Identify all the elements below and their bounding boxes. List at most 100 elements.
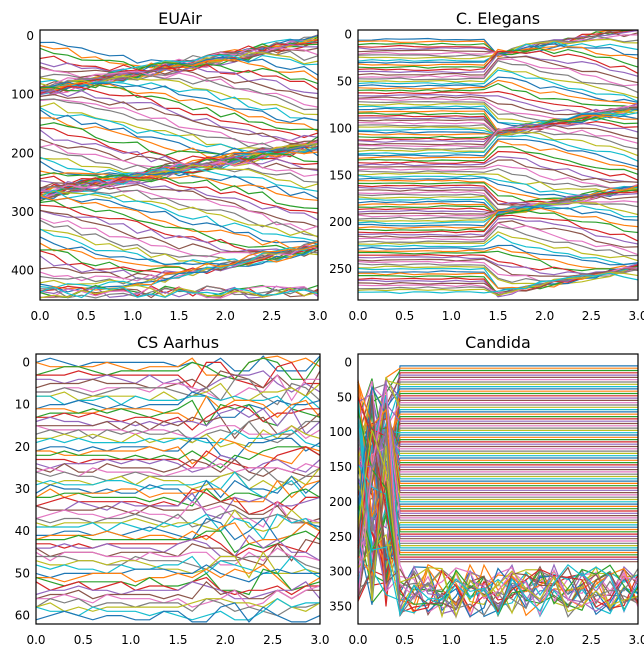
series-line [40,63,319,91]
series-line [39,286,319,299]
series-line [39,146,319,198]
y-tick-label: 150 [329,168,352,182]
series-line [357,374,638,479]
series-line [357,60,639,94]
series-line [35,598,321,617]
series-line [36,530,321,554]
series-line [35,429,321,448]
series-line [357,376,638,597]
series-line [357,168,639,190]
x-tick-label: 3.0 [628,309,644,323]
y-tick-label: 50 [337,390,352,404]
x-ticks: 0.0 0.5 1.0 1.5 2.0 2.5 3.0 [30,309,327,323]
series-line [357,382,638,559]
series-line [36,437,321,465]
series-line [357,379,638,532]
series-line [35,467,321,486]
x-tick-label: 1.5 [168,633,187,647]
series-line [358,120,639,141]
series-line [357,399,638,548]
series-line [39,204,319,255]
x-tick-label: 2.0 [216,309,235,323]
series-line [357,415,639,617]
series-line [357,403,638,522]
y-tick-label: 250 [329,262,352,276]
series-line [357,441,638,602]
series-line [357,146,639,175]
x-tick-label: 0.5 [77,309,96,323]
series-line [35,355,321,372]
x-tick-label: 2.5 [582,633,601,647]
y-ticks: 0 100 200 300 400 [11,29,34,278]
series-line [357,172,639,194]
x-tick-label: 2.5 [582,309,601,323]
series-line [36,403,320,431]
series-line [35,355,321,380]
series-line [357,234,639,266]
series-line [357,79,639,105]
y-tick-label: 0 [26,29,34,43]
subplot-candida: Candida 0.0 0.5 1.0 1.5 2.0 2.5 3.0 0 50 100 150 2… [329,333,644,647]
series-line [39,200,319,251]
series-line [357,140,639,171]
series-line [39,81,319,123]
series-line [357,387,638,478]
series-line [357,372,638,563]
series-line [35,598,321,612]
series-line [36,446,321,469]
x-tick-label: 1.5 [488,633,507,647]
series-line [36,585,321,608]
series-line [35,467,321,490]
series-line [357,427,638,526]
plot-frame [35,353,321,625]
lines [39,34,319,299]
series-line [357,222,639,256]
series-line [357,402,638,521]
series-line [357,481,639,616]
series-line [357,392,638,605]
series-line [39,228,319,267]
y-tick-label: 20 [15,440,30,454]
y-tick-label: 40 [15,524,30,538]
series-line [357,402,638,484]
series-line [357,395,638,600]
series-line [357,422,638,565]
series-line [357,50,639,74]
series-line [357,430,638,443]
y-tick-label: 250 [329,530,352,544]
series-line [357,430,639,618]
series-line [39,70,319,108]
series-line [39,244,319,293]
series-line [39,180,319,221]
series-line [357,413,638,443]
series-line [357,130,639,150]
series-line [357,184,639,205]
series-line [39,284,319,299]
series-line [357,421,638,590]
y-tick-label: 150 [329,460,352,474]
x-tick-label: 0.0 [26,633,45,647]
series-line [39,81,319,132]
series-line [357,93,639,115]
series-line [35,454,321,473]
series-line [357,483,638,552]
x-tick-label: 3.0 [310,633,329,647]
series-line [357,55,639,84]
series-line [35,522,321,545]
series-line [357,207,639,229]
x-ticks: 0.0 0.5 1.0 1.5 2.0 2.5 3.0 [348,309,644,323]
series-line [357,446,639,619]
plot-frame [39,29,319,301]
series-line [357,443,638,573]
series-line [357,427,638,593]
y-tick-label: 10 [15,398,30,412]
y-tick-label: 100 [329,425,352,439]
series-line [35,492,321,520]
series-line [357,381,638,574]
series-line [357,385,638,548]
series-line [39,245,319,273]
series-line [357,437,638,556]
series-line [357,429,638,585]
series-line [357,399,638,569]
series-line [357,450,638,555]
